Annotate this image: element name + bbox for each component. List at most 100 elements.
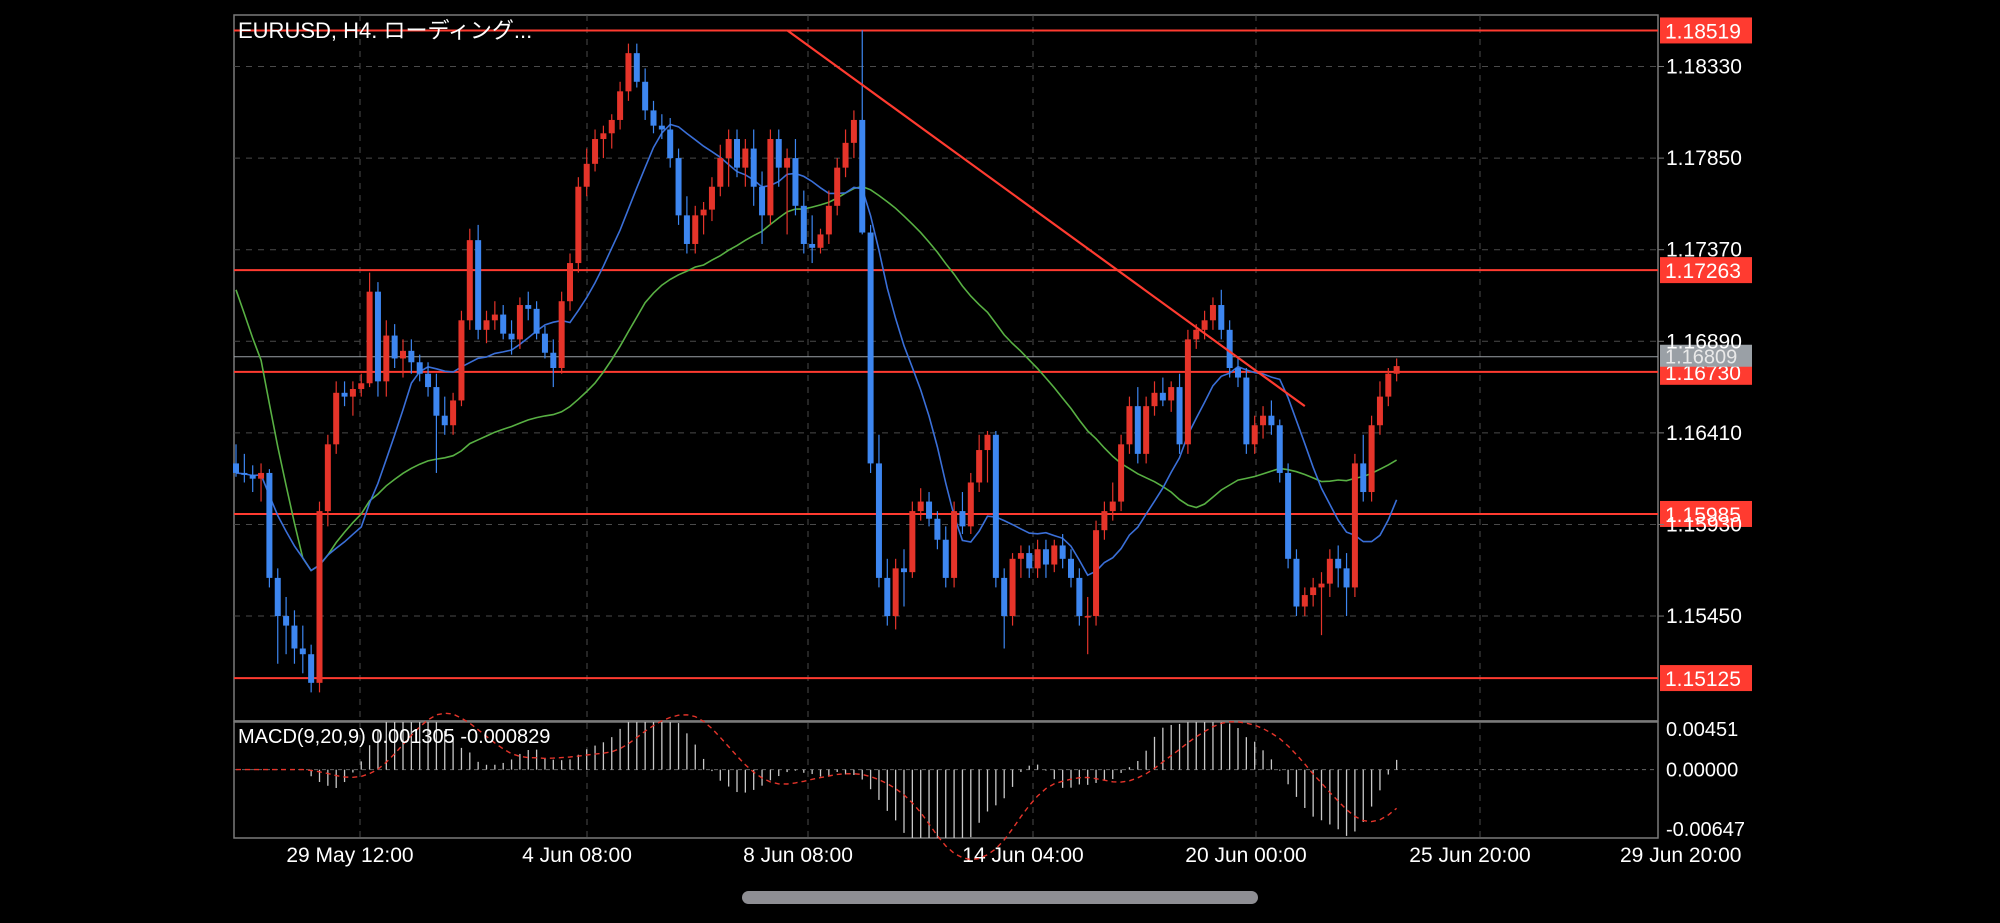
candle-body[interactable] bbox=[441, 415, 448, 426]
candle-body[interactable] bbox=[959, 511, 966, 527]
candle-body[interactable] bbox=[466, 240, 473, 321]
candle-body[interactable] bbox=[608, 119, 615, 134]
candle-body[interactable] bbox=[867, 232, 874, 464]
candle-body[interactable] bbox=[742, 148, 749, 168]
candle-body[interactable] bbox=[558, 301, 565, 368]
candle-body[interactable] bbox=[583, 163, 590, 187]
candle-body[interactable] bbox=[650, 110, 657, 126]
candle-body[interactable] bbox=[800, 205, 807, 244]
candle-body[interactable] bbox=[1009, 558, 1016, 617]
candle-body[interactable] bbox=[1201, 320, 1208, 330]
candle-body[interactable] bbox=[1176, 387, 1183, 445]
candle-body[interactable] bbox=[1335, 558, 1342, 569]
candle-body[interactable] bbox=[391, 335, 398, 359]
candle-body[interactable] bbox=[842, 142, 849, 168]
home-indicator[interactable] bbox=[742, 891, 1258, 904]
candle-body[interactable] bbox=[942, 539, 949, 578]
candle-body[interactable] bbox=[283, 616, 290, 626]
candle-body[interactable] bbox=[1042, 549, 1049, 565]
candle-body[interactable] bbox=[541, 333, 548, 353]
candle-body[interactable] bbox=[1134, 406, 1141, 454]
candle-body[interactable] bbox=[658, 125, 665, 130]
candle-body[interactable] bbox=[274, 577, 281, 617]
candle-body[interactable] bbox=[383, 335, 390, 382]
candle-body[interactable] bbox=[1126, 406, 1133, 445]
candle-body[interactable] bbox=[1243, 377, 1250, 445]
candle-body[interactable] bbox=[984, 434, 991, 451]
candle-body[interactable] bbox=[725, 139, 732, 159]
candle-body[interactable] bbox=[683, 215, 690, 244]
candle-body[interactable] bbox=[708, 186, 715, 210]
candle-body[interactable] bbox=[1260, 415, 1267, 426]
candle-body[interactable] bbox=[400, 350, 406, 359]
candle-body[interactable] bbox=[324, 444, 331, 512]
candle-body[interactable] bbox=[775, 139, 782, 168]
candle-body[interactable] bbox=[809, 243, 816, 248]
candle-body[interactable] bbox=[1393, 366, 1400, 374]
candle-body[interactable] bbox=[1276, 425, 1283, 473]
candle-body[interactable] bbox=[475, 240, 482, 330]
candle-body[interactable] bbox=[1151, 392, 1158, 407]
candle-body[interactable] bbox=[1226, 329, 1233, 368]
candle-body[interactable] bbox=[892, 568, 899, 617]
candle-body[interactable] bbox=[1293, 558, 1300, 607]
candle-body[interactable] bbox=[341, 392, 348, 397]
candle-body[interactable] bbox=[926, 501, 933, 519]
candle-body[interactable] bbox=[633, 53, 640, 82]
candle-body[interactable] bbox=[817, 234, 824, 248]
candle-body[interactable] bbox=[884, 577, 891, 617]
candle-body[interactable] bbox=[1318, 583, 1325, 588]
candle-body[interactable] bbox=[750, 148, 757, 187]
candle-body[interactable] bbox=[967, 482, 974, 527]
trendline[interactable] bbox=[786, 29, 1306, 408]
candle-body[interactable] bbox=[1068, 558, 1074, 578]
candle-body[interactable] bbox=[525, 305, 532, 309]
candle-body[interactable] bbox=[625, 53, 632, 92]
candle-body[interactable] bbox=[450, 400, 457, 426]
candle-body[interactable] bbox=[1159, 392, 1166, 401]
candle-body[interactable] bbox=[491, 314, 498, 321]
candle-body[interactable] bbox=[575, 186, 582, 264]
candle-body[interactable] bbox=[917, 501, 924, 512]
candles[interactable] bbox=[233, 30, 1400, 693]
candle-body[interactable] bbox=[1184, 339, 1191, 445]
candle-body[interactable] bbox=[767, 139, 774, 216]
candle-body[interactable] bbox=[1235, 368, 1241, 378]
candle-body[interactable] bbox=[408, 350, 415, 363]
candle-body[interactable] bbox=[692, 215, 699, 244]
candle-body[interactable] bbox=[1051, 545, 1058, 565]
candle-body[interactable] bbox=[349, 388, 356, 397]
candle-body[interactable] bbox=[1209, 305, 1216, 321]
candle-body[interactable] bbox=[642, 81, 649, 111]
candle-body[interactable] bbox=[1343, 568, 1350, 588]
downtrend-line[interactable] bbox=[786, 29, 1306, 408]
horizontal-levels[interactable]: 1.18519 1.17263 1.16730 1.15985 1.15125 1.168… bbox=[234, 17, 1752, 692]
candle-body[interactable] bbox=[734, 139, 740, 168]
candle-body[interactable] bbox=[1118, 444, 1125, 502]
candle-body[interactable] bbox=[1368, 425, 1375, 493]
candle-body[interactable] bbox=[1093, 530, 1100, 617]
candle-body[interactable] bbox=[1026, 553, 1033, 569]
candle-body[interactable] bbox=[416, 362, 423, 374]
candle-body[interactable] bbox=[951, 511, 958, 578]
candle-body[interactable] bbox=[1001, 577, 1008, 617]
candle-body[interactable] bbox=[433, 387, 440, 416]
candle-body[interactable] bbox=[1218, 305, 1225, 330]
candle-body[interactable] bbox=[792, 158, 799, 206]
candle-body[interactable] bbox=[1351, 463, 1358, 588]
candle-body[interactable] bbox=[1084, 616, 1091, 618]
candle-body[interactable] bbox=[299, 648, 306, 655]
candle-body[interactable] bbox=[909, 511, 916, 573]
candle-body[interactable] bbox=[458, 320, 465, 401]
candle-body[interactable] bbox=[759, 186, 766, 216]
candle-body[interactable] bbox=[667, 129, 674, 159]
candle-body[interactable] bbox=[592, 139, 599, 164]
candle-body[interactable] bbox=[675, 158, 682, 216]
candle-body[interactable] bbox=[1101, 511, 1108, 531]
candle-body[interactable] bbox=[934, 518, 941, 540]
candle-body[interactable] bbox=[1193, 329, 1200, 340]
candle-body[interactable] bbox=[483, 320, 490, 330]
candle-body[interactable] bbox=[1034, 549, 1041, 569]
candle-body[interactable] bbox=[1076, 577, 1083, 617]
candle-body[interactable] bbox=[1268, 415, 1275, 426]
